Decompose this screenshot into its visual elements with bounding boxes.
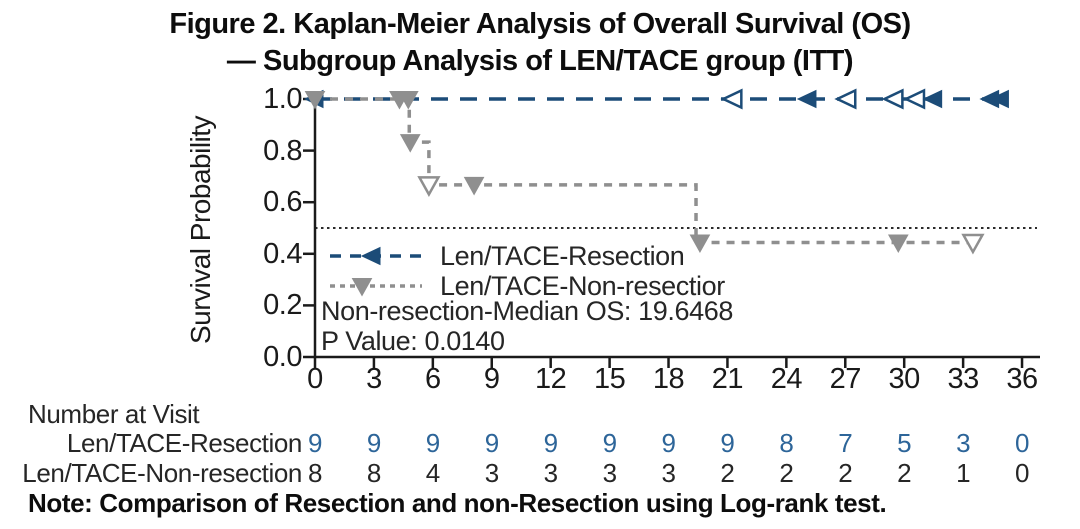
risk-value: 9 — [366, 428, 381, 458]
survival-curve-non-resection — [315, 97, 979, 245]
legend-label-non-resection: Len/TACE-Non-resectior — [440, 270, 725, 301]
risk-value: 0 — [1015, 458, 1030, 488]
risk-value: 3 — [484, 458, 499, 488]
x-tick-label: 18 — [652, 363, 685, 395]
x-tick-label: 30 — [888, 363, 921, 395]
x-tick-label: 36 — [1006, 363, 1038, 395]
risk-value: 8 — [366, 458, 381, 488]
risk-value: 3 — [661, 458, 676, 488]
down-triangle-marker — [399, 134, 421, 153]
risk-value: 9 — [307, 428, 323, 458]
risk-value: 2 — [779, 458, 794, 488]
risk-value: 0 — [1015, 428, 1030, 458]
left-triangle-marker — [922, 89, 943, 109]
risk-value: 1 — [956, 458, 971, 488]
risk-value: 2 — [838, 458, 853, 488]
left-triangle-marker — [796, 89, 817, 109]
y-tick-label: 0.4 — [263, 237, 302, 270]
down-triangle-marker — [304, 91, 326, 110]
x-tick-label: 27 — [829, 363, 862, 395]
risk-value: 3 — [956, 428, 971, 458]
p-value-annotation: P Value: 0.0140 — [321, 326, 505, 356]
risk-value: 2 — [897, 458, 912, 488]
y-tick-label: 0.8 — [263, 134, 302, 167]
figure-title: Figure 2. Kaplan-Meier Analysis of Overa… — [0, 6, 1080, 80]
risk-value: 3 — [543, 458, 558, 488]
figure-title-line1: Figure 2. Kaplan-Meier Analysis of Overa… — [169, 8, 911, 40]
median-os-annotation: Non-resection-Median OS: 19.6468 — [321, 296, 733, 326]
left-triangle-marker — [903, 88, 926, 110]
x-tick-label: 21 — [711, 363, 744, 395]
legend-item-non-resection: Len/TACE-Non-resectior — [328, 271, 725, 301]
risk-value: 8 — [779, 428, 794, 458]
x-tick-label: 0 — [307, 363, 323, 395]
x-tick-label: 3 — [366, 363, 382, 395]
resection-line-sample-icon — [330, 246, 422, 266]
risk-value: 9 — [543, 428, 558, 458]
non-resection-line-sample-icon — [330, 278, 422, 297]
y-tick-label: 0.2 — [263, 289, 302, 322]
risk-value: 9 — [425, 428, 440, 458]
risk-value: 9 — [602, 428, 617, 458]
x-tick-label: 24 — [770, 363, 803, 395]
legend-label-resection: Len/TACE-Resection — [440, 240, 685, 271]
risk-value: 7 — [838, 428, 853, 458]
x-tick-label: 12 — [535, 363, 567, 395]
risk-value: 9 — [484, 428, 499, 458]
y-tick-label: 0.6 — [263, 186, 302, 219]
x-tick-label: 33 — [947, 363, 979, 395]
y-tick-label: 1.0 — [263, 83, 302, 115]
risk-value: 9 — [720, 428, 735, 458]
legend: Len/TACE-Resection Len/TACE-Non-resectio… — [328, 241, 725, 301]
risk-value: 3 — [602, 458, 617, 488]
risk-row-label-resection: Len/TACE-Resection — [66, 428, 302, 458]
down-triangle-marker — [397, 91, 419, 110]
legend-item-resection: Len/TACE-Resection — [328, 241, 725, 271]
left-triangle-marker — [834, 88, 857, 110]
down-triangle-marker — [689, 234, 711, 253]
down-triangle-marker — [417, 176, 441, 197]
risk-value: 8 — [307, 458, 323, 488]
down-triangle-marker — [463, 176, 485, 196]
x-tick-label: 9 — [483, 363, 500, 395]
x-tick-label: 6 — [425, 363, 441, 395]
risk-value: 4 — [425, 458, 440, 488]
figure-title-line2: — Subgroup Analysis of LEN/TACE group (I… — [226, 45, 854, 77]
x-tick-label: 15 — [593, 363, 626, 395]
y-tick-label: 0.0 — [263, 341, 302, 373]
figure-note: Note: Comparison of Resection and non-Re… — [28, 488, 887, 518]
down-triangle-marker — [961, 233, 985, 255]
risk-value: 5 — [897, 428, 912, 458]
risk-row-label-non-resection: Len/TACE-Non-resection — [22, 458, 302, 488]
down-triangle-marker — [887, 234, 909, 253]
left-triangle-marker — [881, 88, 904, 110]
left-triangle-marker — [989, 89, 1009, 109]
risk-value: 2 — [720, 458, 735, 488]
risk-value: 9 — [661, 428, 676, 458]
risk-table-header: Number at Visit — [28, 399, 200, 429]
left-triangle-marker — [720, 88, 743, 110]
